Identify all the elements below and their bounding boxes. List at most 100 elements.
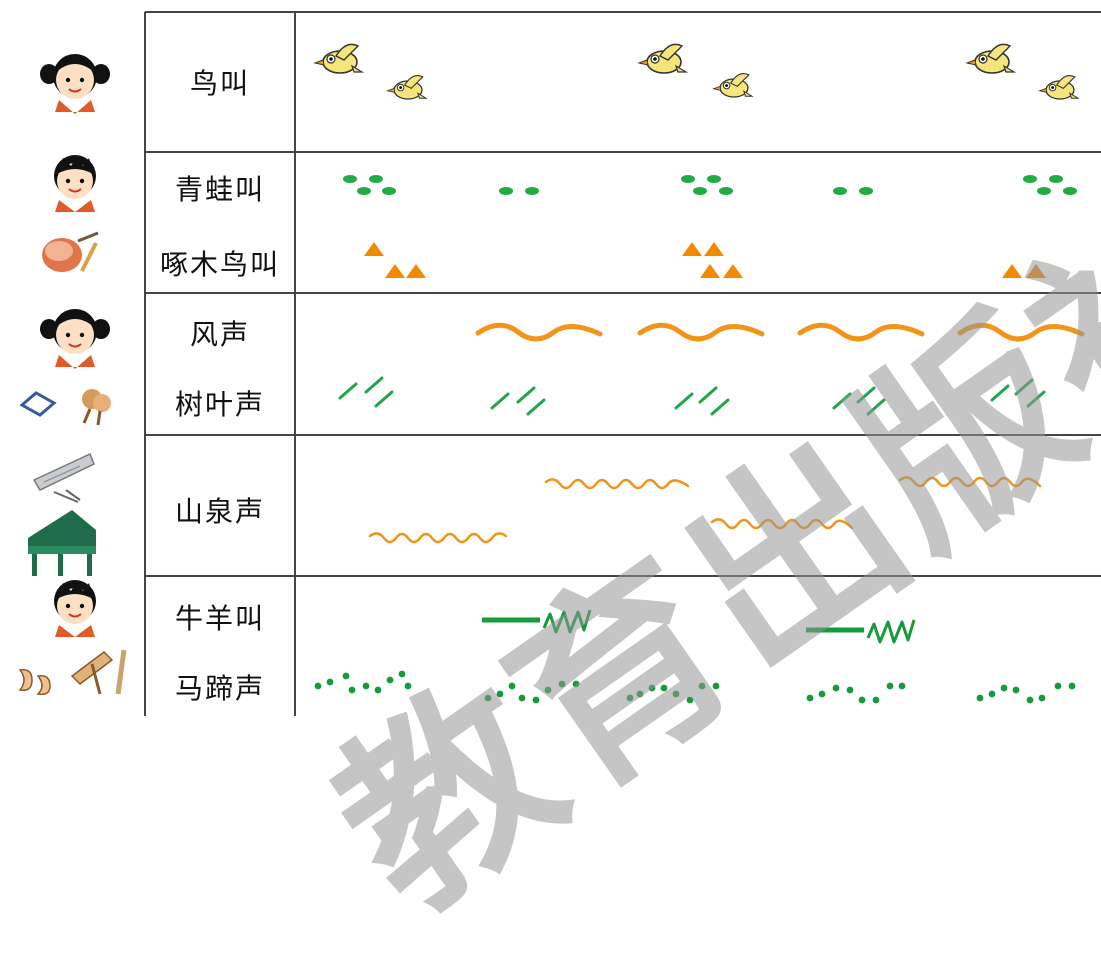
- bird-call-mark: [712, 72, 753, 98]
- row-label-cattle: 牛羊叫: [174, 602, 265, 635]
- leaves-sound-mark: [856, 386, 876, 404]
- spring-sound-mark: [710, 518, 854, 530]
- row-label-spring: 山泉声: [174, 495, 265, 528]
- frog-call-mark: [681, 175, 695, 183]
- hoof-beat-mark: [544, 686, 552, 694]
- hoof-beat-mark: [404, 682, 412, 690]
- hoof-beat-mark: [846, 686, 854, 694]
- cattle-call-mark: [806, 619, 916, 644]
- hoof-beat-mark: [572, 680, 580, 688]
- woodpecker-call-mark: [682, 242, 702, 256]
- hoof-beat-mark: [532, 696, 540, 704]
- woodpecker-call-mark: [1026, 264, 1046, 278]
- wind-sound-mark: [957, 322, 1085, 342]
- frog-call-mark: [1037, 187, 1051, 195]
- leaves-sound-mark: [516, 386, 536, 404]
- leaves-sound-mark: [674, 392, 694, 410]
- hoof-beat-mark: [342, 672, 350, 680]
- rhythm-score-page: 鸟叫 青蛙叫 啄木鸟叫 风声 树叶声 山泉声 牛羊叫 马蹄声: [18, 11, 1101, 954]
- hoof-beat-mark: [660, 684, 668, 692]
- row-label-bird: 鸟叫: [189, 67, 250, 100]
- hoof-beat-mark: [1038, 694, 1046, 702]
- frog-call-mark: [833, 187, 847, 195]
- boy-icon: [54, 580, 96, 637]
- leaves-sound-mark: [990, 384, 1010, 402]
- hoof-beat-mark: [886, 682, 894, 690]
- boy-icon: [54, 155, 96, 212]
- hoof-beat-mark: [348, 686, 356, 694]
- hoof-beat-mark: [558, 680, 566, 688]
- hoof-beat-mark: [508, 682, 516, 690]
- row-label-frog: 青蛙叫: [174, 173, 265, 206]
- hoof-beat-mark: [1068, 682, 1076, 690]
- woodpecker-call-mark: [723, 264, 743, 278]
- woodpecker-call-mark: [406, 264, 426, 278]
- frog-call-mark: [719, 187, 733, 195]
- leaves-sound-mark: [1014, 378, 1034, 396]
- frog-call-mark: [1049, 175, 1063, 183]
- frog-call-mark: [707, 175, 721, 183]
- wind-sound-mark: [475, 322, 603, 342]
- frog-call-mark: [382, 187, 396, 195]
- hoof-beat-mark: [988, 690, 996, 698]
- hoof-beat-mark: [976, 694, 984, 702]
- score-symbols: [314, 43, 1085, 704]
- hoof-beat-mark: [362, 682, 370, 690]
- hoof-beat-mark: [818, 690, 826, 698]
- hoof-beat-mark: [806, 694, 814, 702]
- hoof-beat-mark: [858, 696, 866, 704]
- hoof-beat-mark: [314, 682, 322, 690]
- row-label-woodpecker: 啄木鸟叫: [159, 248, 280, 281]
- hoof-beat-mark: [518, 694, 526, 702]
- frog-call-mark: [369, 175, 383, 183]
- hoof-beat-mark: [686, 696, 694, 704]
- spring-sound-mark: [368, 532, 508, 544]
- frog-call-mark: [859, 187, 873, 195]
- leaves-sound-mark: [526, 398, 546, 416]
- illustrations-column: [18, 54, 127, 696]
- hoof-beat-mark: [1012, 686, 1020, 694]
- tambourine-maracas-icon: [19, 389, 111, 426]
- woodpecker-call-mark: [1002, 264, 1022, 278]
- hoof-beat-mark: [1054, 682, 1062, 690]
- frog-call-mark: [357, 187, 371, 195]
- leaves-sound-mark: [710, 398, 730, 416]
- score-table: [144, 11, 1101, 716]
- xylophone-icon: [32, 452, 95, 503]
- leaves-sound-mark: [374, 390, 394, 408]
- leaves-sound-mark: [490, 392, 510, 410]
- bird-call-mark: [1038, 74, 1079, 100]
- hoof-beat-mark: [326, 678, 334, 686]
- frog-call-mark: [499, 187, 513, 195]
- wind-sound-mark: [797, 322, 925, 342]
- row-label-leaves: 树叶声: [174, 388, 265, 421]
- hoof-beat-mark: [648, 684, 656, 692]
- bird-call-mark: [314, 43, 363, 74]
- bird-call-mark: [966, 43, 1015, 74]
- leaves-sound-mark: [866, 398, 886, 416]
- leaves-sound-mark: [1026, 390, 1046, 408]
- frog-call-mark: [525, 187, 539, 195]
- frog-call-mark: [693, 187, 707, 195]
- leaves-sound-mark: [832, 392, 852, 410]
- hoof-beat-mark: [698, 682, 706, 690]
- wind-sound-mark: [637, 322, 765, 342]
- bird-call-mark: [638, 43, 687, 74]
- spring-sound-mark: [898, 476, 1042, 488]
- castanets-wood-blocks-icon: [18, 649, 127, 696]
- woodpecker-call-mark: [364, 242, 384, 256]
- girl-icon: [40, 309, 110, 369]
- drum-icon: [42, 231, 99, 272]
- hoof-beat-mark: [1026, 696, 1034, 704]
- leaves-sound-mark: [364, 376, 384, 394]
- frog-call-mark: [343, 175, 357, 183]
- frog-call-mark: [1023, 175, 1037, 183]
- woodpecker-call-mark: [385, 264, 405, 278]
- piano-icon: [28, 510, 96, 576]
- hoof-beat-mark: [484, 694, 492, 702]
- hoof-beat-mark: [832, 684, 840, 692]
- hoof-beat-mark: [872, 696, 880, 704]
- spring-sound-mark: [544, 478, 690, 490]
- hoof-beat-mark: [398, 670, 406, 678]
- bird-call-mark: [386, 74, 427, 100]
